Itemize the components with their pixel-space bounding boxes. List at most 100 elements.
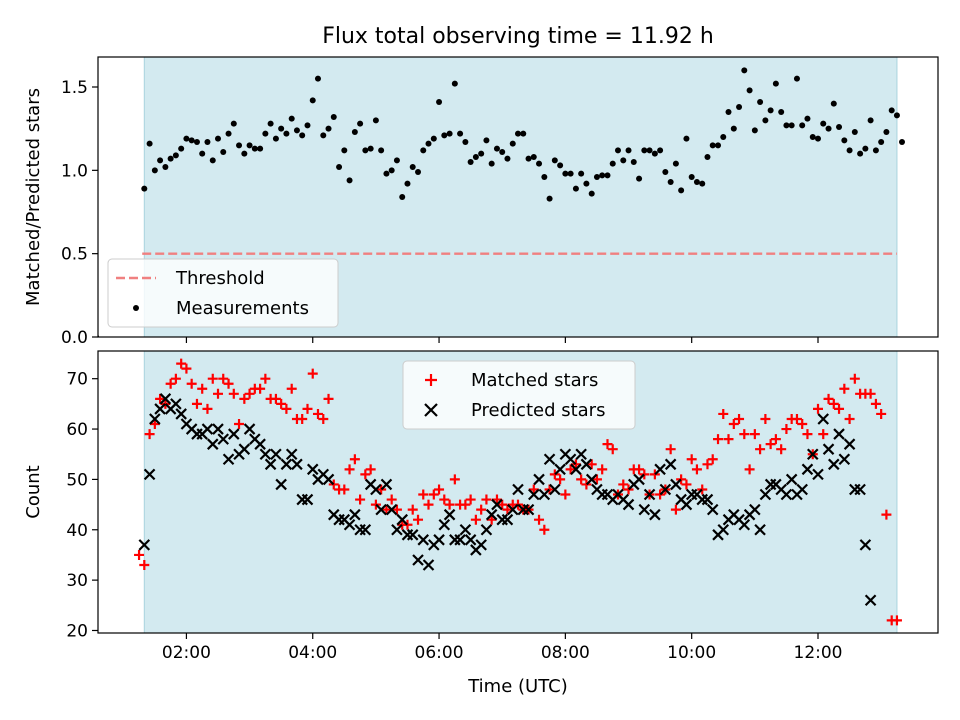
predicted-point: [828, 458, 840, 471]
measurement-point: [599, 172, 606, 179]
legend-measurement-swatch: [133, 305, 139, 311]
predicted-point: [680, 498, 693, 511]
measurement-point: [715, 142, 722, 149]
measurement-point: [799, 122, 806, 129]
measurement-point: [741, 67, 748, 74]
predicted-point: [549, 483, 561, 496]
measurement-point: [893, 112, 900, 119]
matched-point: [449, 474, 460, 485]
matched-point: [376, 484, 387, 495]
measurement-point: [346, 177, 353, 184]
matched-point: [749, 429, 760, 440]
measurement-point: [441, 132, 448, 139]
legend: Matched stars Predicted stars: [402, 360, 636, 430]
measurement-point: [141, 185, 148, 192]
predicted-point: [370, 483, 382, 496]
predicted-point: [859, 539, 872, 551]
measurement-point: [225, 130, 232, 137]
matched-point: [360, 469, 371, 480]
matched-point: [828, 398, 839, 409]
matched-point: [570, 459, 581, 470]
measurement-point: [720, 134, 727, 140]
measurement-point: [862, 145, 869, 152]
predicted-point: [638, 503, 651, 516]
measurement-point: [172, 152, 179, 159]
measurement-point: [783, 122, 790, 129]
matched-point: [586, 459, 597, 470]
plot-area: [134, 358, 902, 626]
matched-point: [891, 615, 902, 626]
measurement-point: [362, 147, 369, 154]
measurement-point: [625, 147, 632, 154]
measurement-point: [236, 142, 243, 149]
measurement-point: [693, 179, 700, 185]
matched-point: [481, 494, 492, 505]
matched-point: [391, 504, 402, 515]
predicted-point: [480, 523, 493, 536]
predicted-point: [812, 468, 824, 481]
predicted-point: [759, 488, 772, 501]
matched-point: [244, 388, 255, 399]
measurement-point: [757, 99, 764, 105]
series-predicted-stars: [138, 393, 877, 607]
measurement-point: [472, 154, 479, 160]
predicted-point: [454, 534, 466, 546]
plot-area: [98, 67, 905, 337]
matched-point: [665, 444, 676, 455]
measurement-point: [762, 117, 769, 124]
measurement-point: [220, 149, 227, 155]
measurement-point: [399, 194, 406, 200]
measurement-point: [372, 117, 379, 124]
matched-point: [365, 464, 376, 475]
matched-point: [470, 514, 481, 525]
measurement-point: [283, 130, 290, 137]
matched-point: [339, 484, 350, 495]
predicted-point: [633, 473, 645, 486]
matched-point: [702, 459, 713, 470]
measurement-point: [299, 132, 306, 139]
x-tick-label: 04:00: [288, 643, 337, 663]
predicted-point: [380, 478, 393, 491]
measurement-point: [415, 169, 422, 175]
predicted-point: [491, 498, 503, 511]
matched-point: [497, 499, 508, 510]
measurement-point: [530, 154, 537, 160]
matched-point: [370, 499, 381, 510]
y-tick-label: 50: [66, 470, 88, 490]
matched-point: [149, 419, 160, 430]
measurement-point: [872, 147, 879, 154]
measurement-point: [293, 127, 300, 134]
measurement-point: [751, 127, 758, 134]
matched-point: [834, 403, 845, 414]
x-tick-label: 10:00: [667, 643, 716, 663]
matched-point: [491, 494, 502, 505]
measurement-point: [378, 147, 385, 154]
measurement-point: [551, 157, 558, 164]
predicted-point: [485, 508, 498, 521]
y-tick-label: 70: [66, 370, 88, 390]
measurement-point: [272, 135, 279, 142]
measurement-point: [846, 147, 853, 154]
matched-point: [670, 504, 681, 515]
y-tick-label: 30: [66, 571, 88, 591]
matched-point: [681, 479, 692, 490]
matched-point: [576, 474, 587, 485]
measurement-point: [488, 160, 495, 167]
matched-point: [460, 499, 471, 510]
predicted-point: [670, 478, 682, 491]
x-axis-label: Time (UTC): [467, 676, 568, 697]
matched-point: [228, 388, 239, 399]
matched-point: [728, 419, 739, 430]
predicted-point: [649, 508, 661, 521]
matched-point: [476, 504, 487, 515]
measurement-point: [409, 164, 416, 170]
matched-point: [555, 474, 566, 485]
measurement-point: [604, 172, 611, 179]
matched-point: [202, 403, 213, 414]
measurement-point: [320, 132, 327, 139]
matched-point: [781, 424, 792, 435]
matched-point: [876, 408, 887, 419]
measurement-point: [262, 130, 269, 137]
predicted-point: [322, 473, 335, 486]
predicted-point: [433, 534, 445, 546]
